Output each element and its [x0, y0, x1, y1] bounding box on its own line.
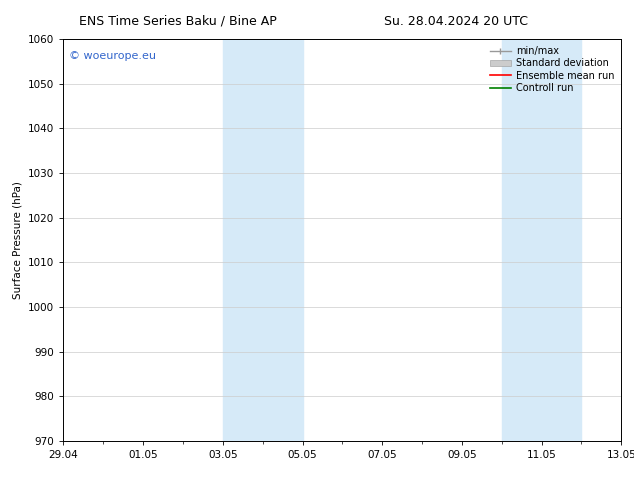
- Y-axis label: Surface Pressure (hPa): Surface Pressure (hPa): [13, 181, 23, 299]
- Bar: [501, 39, 581, 441]
- Text: ENS Time Series Baku / Bine AP: ENS Time Series Baku / Bine AP: [79, 15, 276, 28]
- Text: Su. 28.04.2024 20 UTC: Su. 28.04.2024 20 UTC: [384, 15, 529, 28]
- Legend: min/max, Standard deviation, Ensemble mean run, Controll run: min/max, Standard deviation, Ensemble me…: [488, 44, 616, 95]
- Text: © woeurope.eu: © woeurope.eu: [69, 51, 156, 61]
- Bar: [223, 39, 302, 441]
